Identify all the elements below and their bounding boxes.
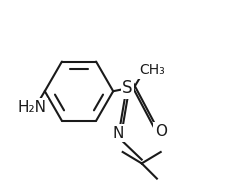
Text: S: S bbox=[122, 79, 133, 97]
Text: N: N bbox=[112, 126, 124, 140]
Text: CH₃: CH₃ bbox=[139, 63, 165, 77]
Text: H₂N: H₂N bbox=[18, 100, 47, 115]
Text: O: O bbox=[155, 124, 167, 139]
